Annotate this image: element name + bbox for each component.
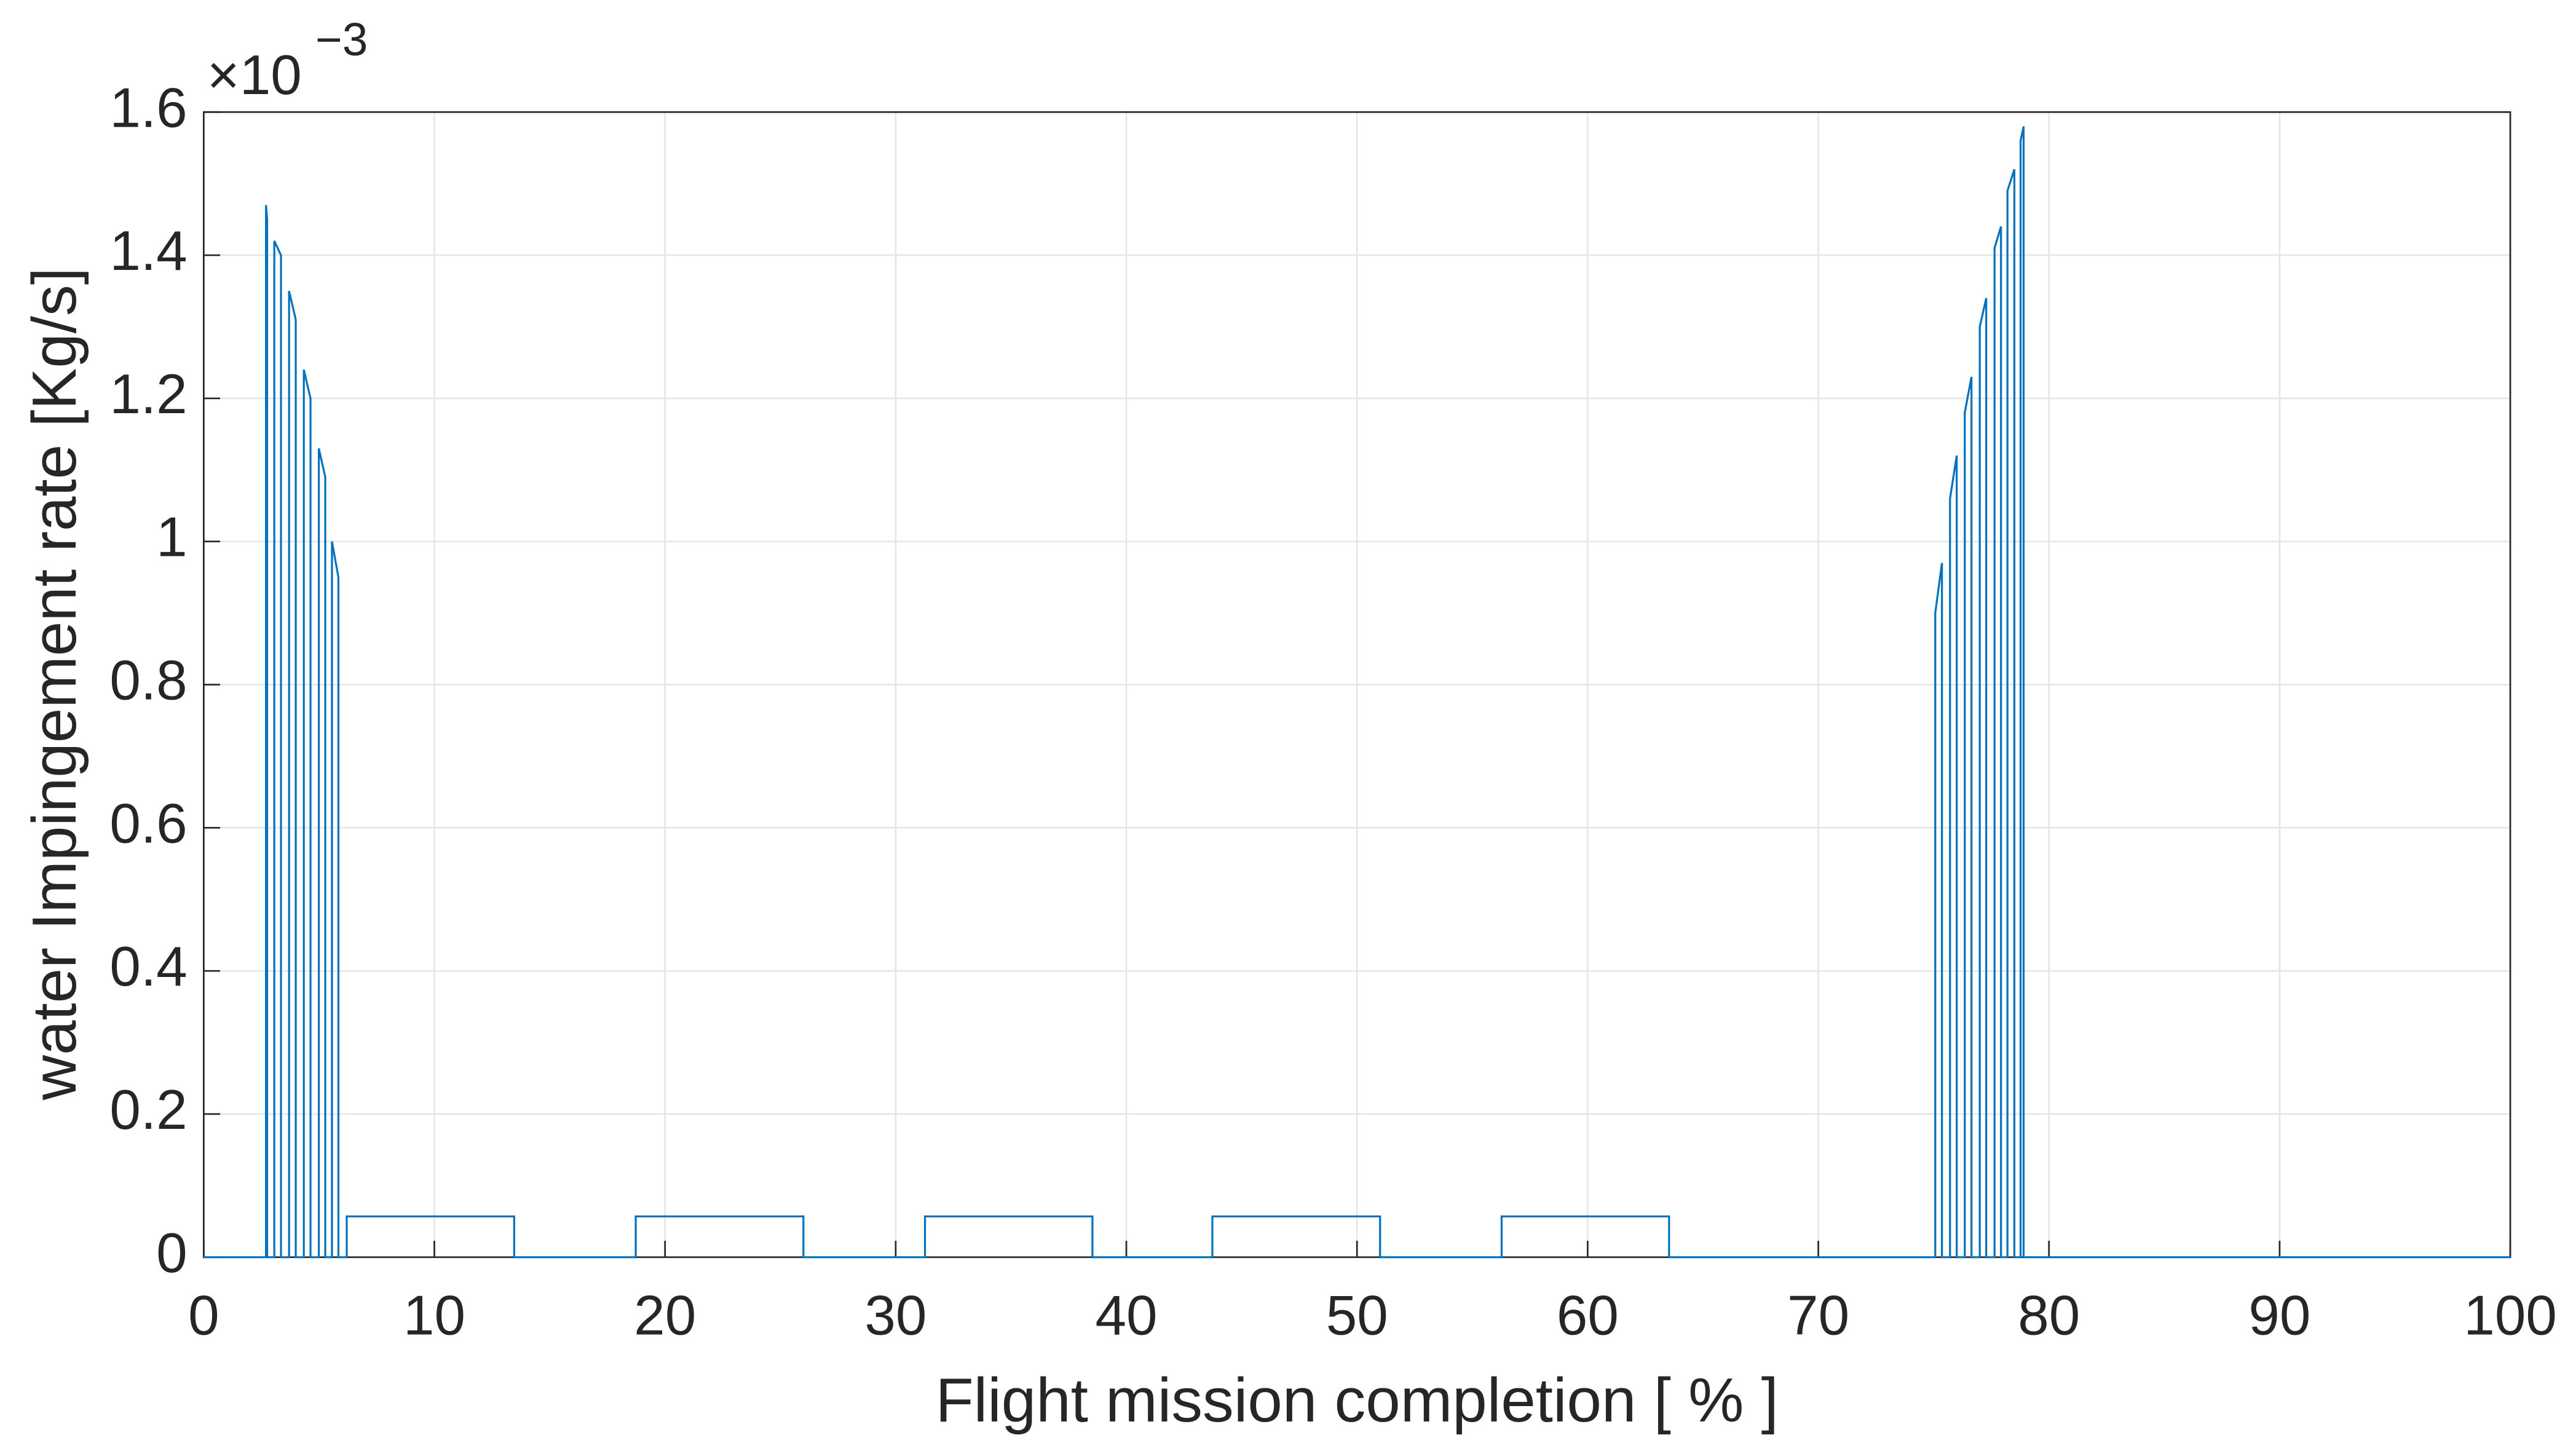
x-tick-label: 40 (1096, 1284, 1158, 1346)
y-tick-label: 0.8 (109, 650, 187, 712)
x-tick-label: 90 (2248, 1284, 2310, 1346)
y-tick-label: 1.2 (109, 363, 187, 425)
y-tick-label: 0.2 (109, 1079, 187, 1141)
y-tick-label: 1 (156, 507, 188, 569)
y-tick-label: 1.4 (109, 220, 187, 282)
y-tick-label: 0.4 (109, 936, 187, 998)
x-tick-label: 70 (1787, 1284, 1849, 1346)
y-axis-label: water Impingement rate [Kg/s] (19, 267, 89, 1101)
data-line (203, 126, 2511, 1259)
x-tick-label: 30 (864, 1284, 926, 1346)
x-axis-label: Flight mission completion [ % ] (936, 1365, 1779, 1435)
x-tick-label: 0 (188, 1284, 219, 1346)
x-tick-label: 100 (2463, 1284, 2557, 1346)
y-tick-label: 0 (156, 1222, 188, 1284)
x-tick-label: 80 (2018, 1284, 2080, 1346)
y-scale-exponent: −3 (315, 14, 368, 65)
x-tick-label: 10 (403, 1284, 465, 1346)
x-tick-label: 60 (1557, 1284, 1619, 1346)
x-tick-label: 20 (634, 1284, 696, 1346)
axes-box (203, 111, 2511, 1259)
y-tick-label: 1.6 (109, 77, 187, 139)
y-scale-base: ×10 (207, 44, 302, 106)
x-tick-label: 50 (1326, 1284, 1388, 1346)
y-tick-label: 0.6 (109, 793, 187, 855)
